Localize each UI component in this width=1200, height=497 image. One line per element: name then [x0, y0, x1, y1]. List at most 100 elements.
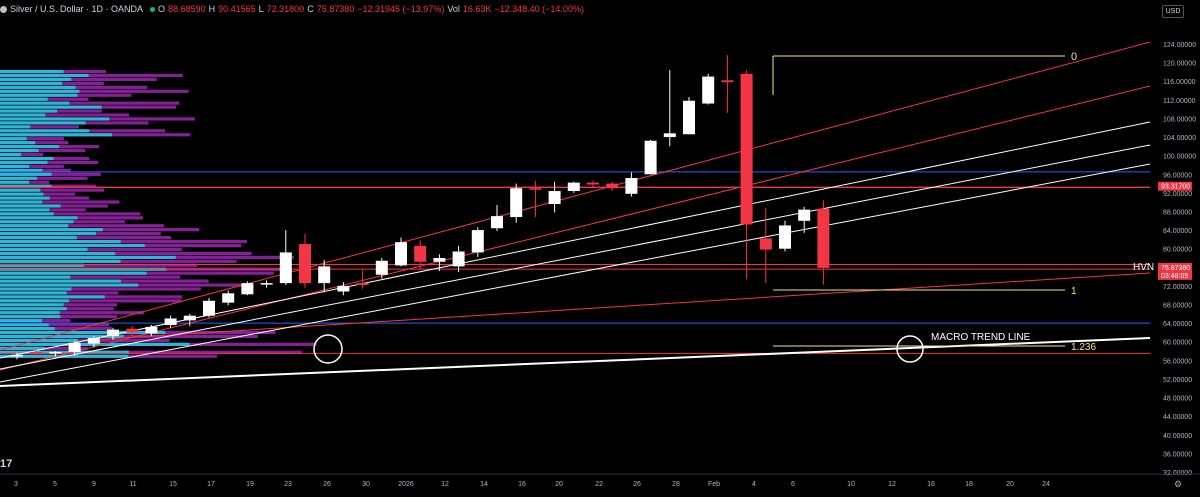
volume-profile-bar [0, 299, 69, 303]
volume-profile-bar [0, 224, 69, 228]
volume-profile-bar [0, 164, 64, 169]
volume-profile-bar [0, 287, 201, 291]
volume-profile-bar [0, 338, 79, 343]
x-tick-label: 18 [965, 481, 973, 488]
candle-body [414, 245, 427, 262]
volume-profile-bar [0, 176, 38, 180]
trend-line [0, 144, 1151, 370]
tradingview-logo[interactable]: 17 [0, 458, 13, 470]
y-tick-label: 44.00000 [1163, 414, 1192, 421]
candle-body [606, 183, 619, 189]
annotation-label: 0 [1071, 51, 1077, 63]
candle-body [87, 338, 100, 344]
x-tick-label: 10 [847, 481, 855, 488]
annotation-label: 1 [1071, 286, 1077, 297]
x-tick-label: 20 [555, 481, 563, 488]
x-tick-label: 28 [672, 481, 680, 488]
volume-profile-bar [0, 196, 50, 200]
volume-profile-bar [0, 239, 121, 244]
x-tick-label: 16 [927, 481, 935, 488]
volume-profile-bar [0, 346, 45, 350]
volume-profile-bar [0, 133, 113, 137]
volume-profile-bar [0, 330, 166, 335]
volume-profile-bar [0, 137, 64, 141]
y-tick-label: 124.00000 [1163, 42, 1196, 49]
volume-profile-bar [0, 105, 102, 109]
volume-profile-bar [0, 299, 182, 303]
change-value: −12.31945 (−13.97%) [357, 4, 445, 14]
candle-body [644, 140, 657, 175]
y-tick-label: 112.00000 [1163, 98, 1196, 105]
time-axis[interactable]: 3 5 9 11 15 17 19 23 26 30 2026 12 14 16 20 22 26 28 Feb 4 6… [0, 473, 1200, 488]
volume-profile-bar [0, 212, 141, 216]
volume-profile-bar [0, 235, 77, 240]
y-tick-label: 40.00000 [1163, 433, 1192, 440]
volume-profile-bar [0, 315, 61, 319]
volume-profile-bar [0, 216, 78, 220]
candle-body [683, 100, 695, 135]
volume-profile-bar [0, 93, 78, 97]
volume-profile-bar [0, 89, 80, 93]
symbol-title[interactable]: Silver / U.S. Dollar · 1D · OANDA [10, 4, 144, 14]
volume-profile-bar [0, 350, 302, 354]
x-tick-label: 20 [1006, 481, 1014, 488]
y-tick-label: 84.00000 [1163, 228, 1192, 235]
x-tick-label: Feb [708, 481, 720, 488]
x-tick-label: 23 [284, 481, 292, 488]
volume-profile-bar [0, 259, 121, 263]
silver-symbol-icon [0, 5, 7, 13]
volume-value: 16.63K [462, 4, 492, 14]
x-tick-label: 30 [362, 481, 370, 488]
y-tick-label: 108.00000 [1163, 116, 1196, 123]
y-tick-label: 60.00000 [1163, 340, 1192, 347]
volume-profile-bar [0, 255, 176, 259]
volume-profile-bar [0, 73, 183, 78]
volume-profile-bar [0, 275, 181, 279]
x-tick-label: 26 [323, 481, 331, 488]
volume-profile-bar [0, 228, 103, 232]
volume-profile-bar [0, 77, 72, 82]
y-tick-label: 72.00000 [1163, 284, 1192, 291]
price-axis[interactable]: 124.00000 120.00000 116.00000 112.00000 108.… [1158, 42, 1196, 477]
volume-profile-bar [0, 212, 54, 216]
y-tick-label: 68.00000 [1163, 303, 1192, 310]
candle-body [817, 208, 830, 268]
volume-profile-bar [0, 287, 72, 291]
volume-profile-bar [0, 164, 30, 169]
price-label-box [1158, 181, 1192, 191]
y-tick-label: 36.00000 [1163, 451, 1192, 458]
y-tick-label: 48.00000 [1163, 396, 1192, 403]
volume-change: −12.348.40 (−14.00%) [494, 4, 584, 14]
volume-profile-bar [0, 326, 55, 331]
volume-profile-bar [0, 235, 172, 240]
candle-body [30, 351, 43, 354]
x-tick-label: 19 [246, 481, 254, 488]
volume-profile-bar [0, 243, 145, 248]
candles [11, 55, 830, 360]
trend-line [0, 163, 1151, 383]
volume-profile-bar [0, 113, 129, 117]
volume-profile [0, 69, 317, 358]
currency-button[interactable]: USD [1162, 5, 1184, 18]
trend-line [0, 85, 1151, 371]
volume-profile-bar [0, 271, 147, 275]
open-value: 88.68590 [168, 4, 206, 14]
volume-profile-bar [0, 283, 139, 287]
volume-profile-bar [0, 180, 30, 184]
candle-body [260, 283, 273, 285]
volume-profile-bar [0, 172, 52, 176]
x-tick-label: 12 [441, 481, 449, 488]
y-tick-label: 104.00000 [1163, 135, 1196, 142]
volume-profile-bar [0, 113, 46, 117]
candle-body [222, 293, 235, 303]
low-value: 72.31800 [266, 4, 305, 14]
candle-body [452, 251, 465, 267]
x-tick-label: 17 [207, 481, 215, 488]
y-tick-label: 88.00000 [1163, 209, 1192, 216]
chart-header: Silver / U.S. Dollar · 1D · OANDA O 88.68… [0, 4, 584, 14]
y-tick-label: 64.00000 [1163, 321, 1192, 328]
gear-icon[interactable]: ⚙ [1174, 479, 1183, 489]
volume-profile-bar [0, 220, 74, 224]
candle-body [145, 326, 158, 334]
